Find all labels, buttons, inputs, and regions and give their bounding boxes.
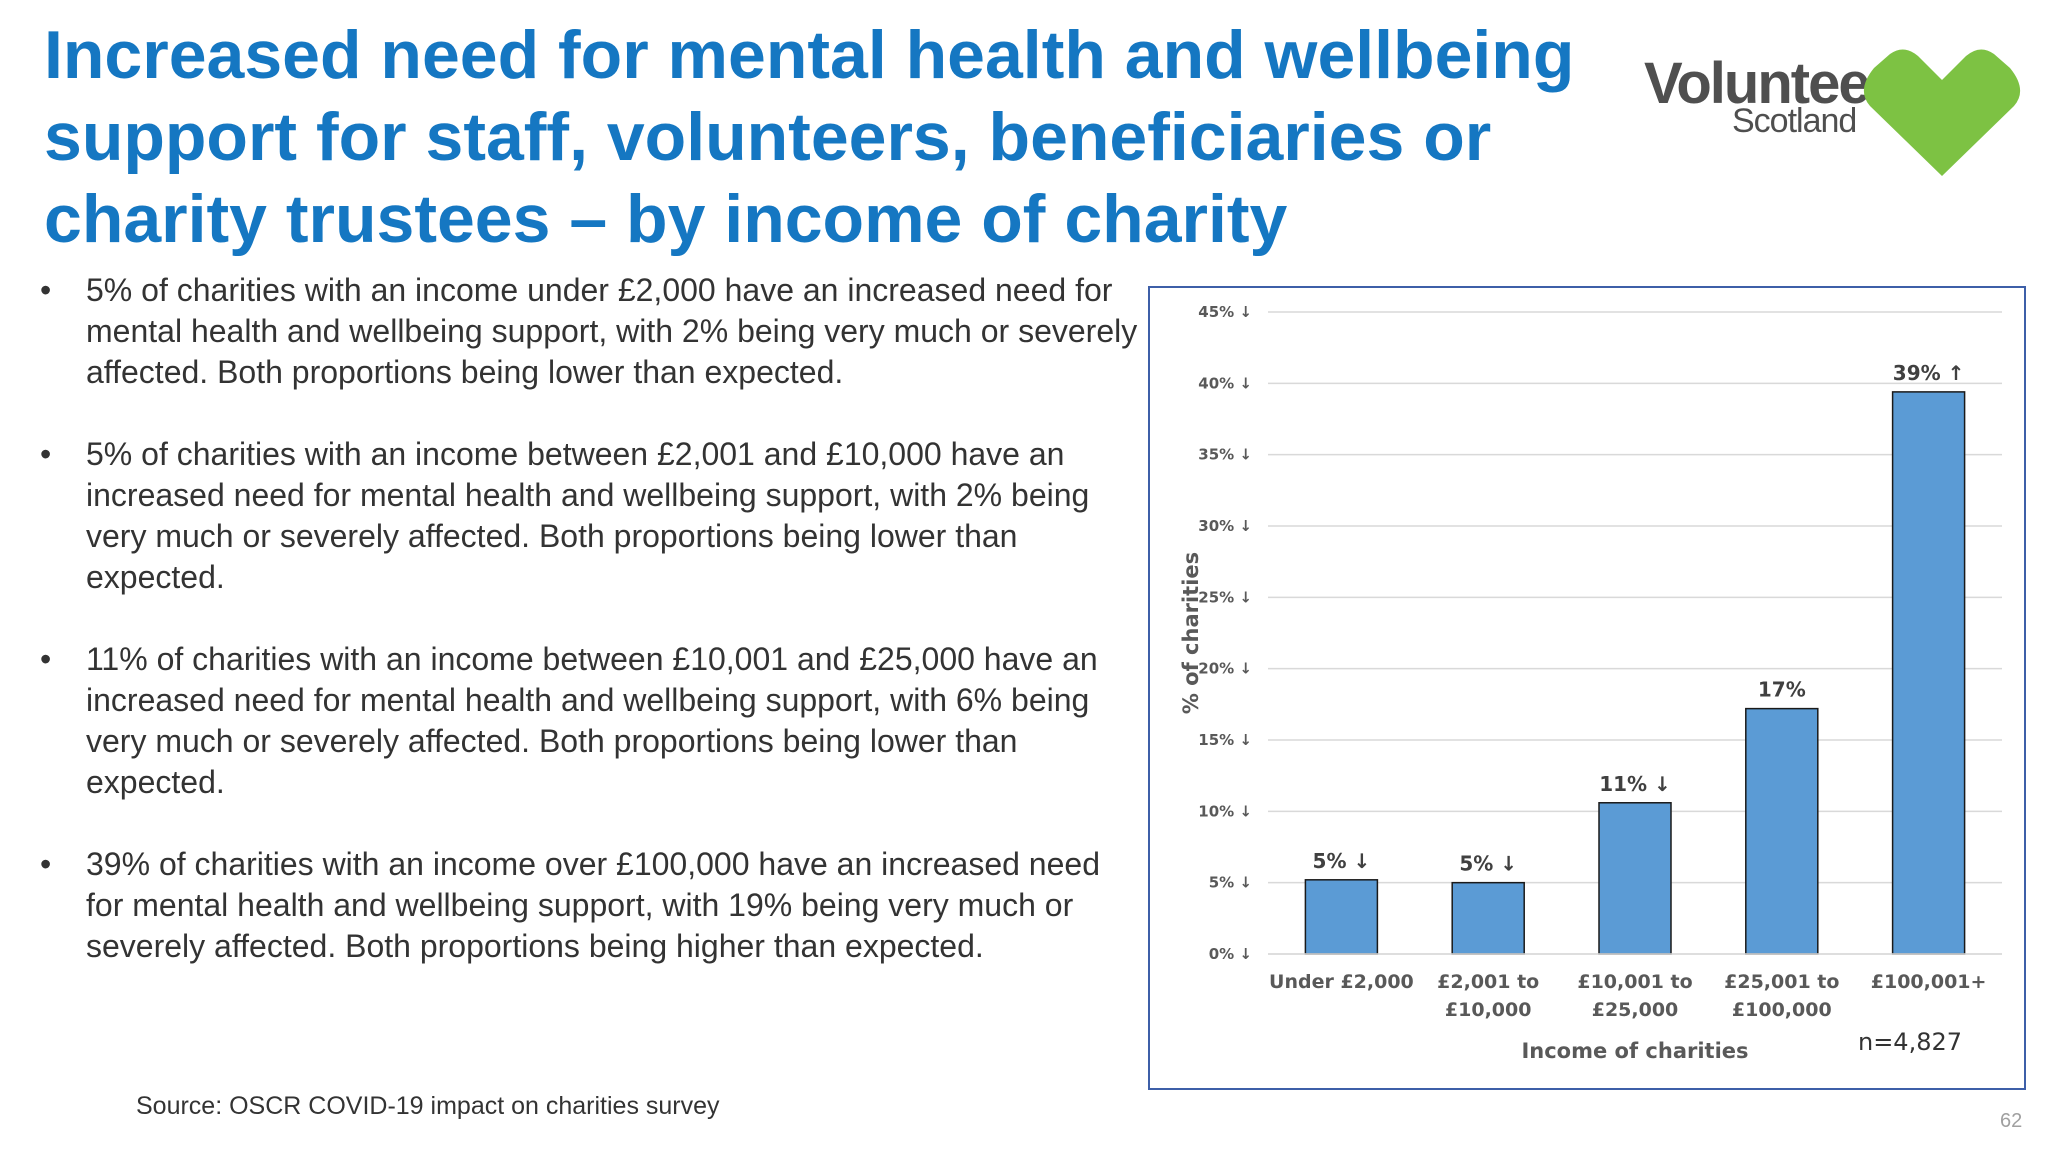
bar xyxy=(1891,391,1966,955)
y-tick-label: 25% ↓ xyxy=(1198,588,1252,606)
volunteer-scotland-logo: Volunteer Scotland xyxy=(1640,44,2024,184)
bar xyxy=(1304,879,1379,955)
y-tick-label: 15% ↓ xyxy=(1198,731,1252,749)
bar xyxy=(1598,802,1672,955)
y-tick-label: 40% ↓ xyxy=(1198,374,1252,392)
x-tick-label: £25,000 xyxy=(1592,999,1679,1021)
title-line-2: support for staff, volunteers, beneficia… xyxy=(44,99,1492,175)
y-tick-label: 0% ↓ xyxy=(1209,945,1252,963)
logo-word-volunteer: Volunteer xyxy=(1644,51,1891,116)
bullet-item: • 5% of charities with an income under £… xyxy=(40,270,1140,393)
x-axis-title: Income of charities xyxy=(1521,1039,1748,1063)
bullet-text: 11% of charities with an income between … xyxy=(86,641,1098,800)
y-tick-label: 45% ↓ xyxy=(1198,303,1252,321)
data-label: 11% ↓ xyxy=(1599,772,1671,796)
bar xyxy=(1451,881,1525,955)
page-number: 62 xyxy=(2000,1110,2023,1132)
y-axis-title: % of charities xyxy=(1179,552,1203,714)
data-label: 5% ↓ xyxy=(1459,852,1517,876)
data-label: 39% ↑ xyxy=(1893,361,1965,385)
y-tick-label: 20% ↓ xyxy=(1198,660,1252,678)
source-note: Source: OSCR COVID-19 impact on charitie… xyxy=(136,1092,720,1120)
bullet-symbol: • xyxy=(40,846,52,882)
x-tick-label: Under £2,000 xyxy=(1269,971,1414,993)
bullet-text: 5% of charities with an income under £2,… xyxy=(86,272,1138,390)
sample-size-note: n=4,827 xyxy=(1858,1028,1962,1056)
data-label: 5% ↓ xyxy=(1313,849,1371,873)
slide-title: Increased need for mental health and wel… xyxy=(44,14,1624,260)
bar-chart: 0% ↓ 5% ↓ 10% ↓ 15% ↓ 20% ↓ 25% ↓ 30% ↓ 35% ↓ 40… xyxy=(1179,303,2002,1063)
data-label: 17% xyxy=(1758,678,1806,702)
y-tick-label: 30% ↓ xyxy=(1198,517,1252,535)
x-tick-label: £25,001 to xyxy=(1724,971,1839,993)
bullet-text: 39% of charities with an income over £10… xyxy=(86,846,1100,964)
bullet-symbol: • xyxy=(40,272,52,308)
bar xyxy=(1745,707,1819,955)
y-tick-label: 35% ↓ xyxy=(1198,446,1252,464)
heart-icon xyxy=(1863,49,2021,176)
bullet-text: 5% of charities with an income between £… xyxy=(86,436,1090,595)
x-tick-label: £10,001 to xyxy=(1577,971,1692,993)
title-line-3: charity trustees – by income of charity xyxy=(44,181,1288,257)
logo-word-scotland: Scotland xyxy=(1732,102,1857,140)
y-tick-label: 10% ↓ xyxy=(1198,802,1252,820)
bullet-list: • 5% of charities with an income under £… xyxy=(40,270,1140,1008)
x-tick-label: £100,001+ xyxy=(1871,971,1987,993)
bullet-symbol: • xyxy=(40,641,52,677)
title-line-1: Increased need for mental health and wel… xyxy=(44,17,1575,93)
chart-frame: 0% ↓ 5% ↓ 10% ↓ 15% ↓ 20% ↓ 25% ↓ 30% ↓ 35% ↓ 40… xyxy=(1148,286,2026,1090)
x-tick-label: £10,000 xyxy=(1445,999,1532,1021)
bullet-item: • 39% of charities with an income over £… xyxy=(40,844,1140,967)
x-tick-label: £100,000 xyxy=(1732,999,1832,1021)
y-tick-label: 5% ↓ xyxy=(1209,874,1252,892)
x-tick-label: £2,001 to xyxy=(1437,971,1539,993)
bullet-item: • 11% of charities with an income betwee… xyxy=(40,639,1140,803)
bullet-symbol: • xyxy=(40,436,52,472)
bullet-item: • 5% of charities with an income between… xyxy=(40,434,1140,598)
